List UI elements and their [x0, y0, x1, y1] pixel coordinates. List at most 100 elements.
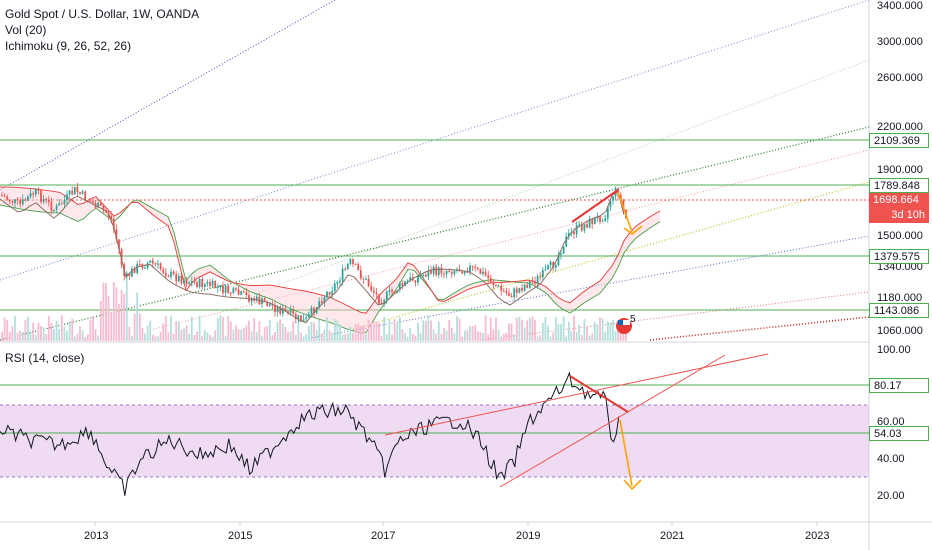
volume-bar: [417, 322, 419, 341]
volume-bar: [432, 329, 435, 341]
candle-body: [515, 288, 518, 293]
volume-bar: [536, 336, 539, 341]
candle-body: [237, 289, 240, 295]
candle-body: [40, 190, 42, 202]
candle-body: [37, 189, 40, 191]
volume-bar: [209, 334, 211, 341]
volume-bar: [461, 336, 464, 341]
horizontal-levels[interactable]: [0, 139, 869, 311]
candle-body: [227, 285, 230, 293]
volume-bar: [547, 325, 549, 341]
volume-bar: [175, 321, 178, 341]
volume-bar: [60, 315, 63, 341]
channel-line-red-bottom[interactable]: [649, 316, 870, 341]
rsi-indicator-label[interactable]: RSI (14, close): [5, 351, 85, 365]
candle-body: [336, 281, 339, 284]
volume-bar: [414, 335, 417, 341]
rsi-tick: 20.00: [877, 490, 905, 502]
volume-bar: [302, 336, 305, 341]
volume-indicator-label[interactable]: Vol (20): [5, 23, 47, 37]
rsi-forecast-arrow[interactable]: [619, 419, 633, 487]
level-label-1143[interactable]: 1143.086: [869, 303, 929, 318]
channel-line-red-low[interactable]: [479, 291, 870, 341]
volume-bar: [79, 326, 81, 341]
volume-bar: [476, 331, 479, 341]
volume-bar: [557, 323, 560, 341]
candle-body: [6, 196, 9, 200]
candle-body: [50, 202, 53, 212]
chart-legend[interactable]: Gold Spot / U.S. Dollar, 1W, OANDA Vol (…: [5, 6, 199, 54]
candle-body: [578, 224, 581, 226]
symbol-title[interactable]: Gold Spot / U.S. Dollar, 1W, OANDA: [5, 7, 200, 21]
volume-bar: [471, 326, 474, 341]
candle-body: [560, 253, 562, 255]
candle-body: [414, 280, 417, 283]
candle-body: [279, 306, 282, 314]
channel-line-red-faint[interactable]: [149, 149, 870, 331]
volume-bar: [203, 330, 206, 341]
volume-bar: [128, 326, 131, 341]
rsi-level-label-80[interactable]: 80.17: [869, 378, 929, 393]
candle-body: [1, 195, 3, 196]
rsi-divergence-line[interactable]: [569, 375, 629, 413]
rsi-level-label-54[interactable]: 54.03: [869, 426, 929, 441]
volume-bar: [227, 316, 230, 341]
candle-body: [544, 269, 547, 271]
candle-body: [159, 263, 162, 270]
rsi-trend-upper[interactable]: [499, 354, 726, 488]
level-label-1379[interactable]: 1379.575: [869, 249, 929, 264]
volume-bar: [424, 320, 427, 341]
candle-body: [206, 282, 209, 284]
volume-bar: [385, 334, 388, 341]
channel-line-blue-top[interactable]: [0, 0, 336, 191]
candle-body: [235, 288, 237, 290]
candle-body: [331, 291, 334, 295]
candle-body: [102, 205, 105, 210]
volume-bar: [47, 315, 50, 341]
price-annotations[interactable]: [571, 189, 643, 236]
channel-line-green-main[interactable]: [0, 126, 870, 341]
volume-bar: [518, 316, 521, 341]
candle-body: [471, 265, 474, 268]
volume-bar: [411, 333, 414, 341]
volume-bar: [185, 325, 188, 341]
candle-body: [443, 273, 445, 275]
event-badge[interactable]: [616, 318, 632, 334]
volume-bar: [383, 316, 386, 341]
rsi-legend[interactable]: RSI (14, close): [5, 350, 84, 366]
rising-wedge-top-line[interactable]: [571, 189, 619, 223]
candle-body: [242, 291, 245, 293]
channel-line-green-faint[interactable]: [239, 59, 870, 301]
volume-bar: [599, 317, 601, 341]
rsi-annotations[interactable]: [384, 353, 769, 491]
candle-body: [180, 275, 183, 284]
candle-body: [505, 291, 508, 293]
candle-body: [554, 265, 557, 268]
bar-countdown-label: 3d 10h: [869, 208, 929, 223]
candle-body: [131, 268, 133, 277]
volume-bar: [268, 319, 271, 341]
candle-body: [357, 264, 360, 271]
candle-body: [463, 271, 466, 274]
candle-body: [567, 232, 570, 237]
volume-bar: [149, 320, 152, 341]
candle-body: [58, 203, 61, 206]
level-label-1789[interactable]: 1789.848: [869, 178, 929, 193]
candle-body: [201, 278, 204, 287]
volume-bar: [388, 319, 391, 341]
ichimoku-indicator-label[interactable]: Ichimoku (9, 26, 52, 26): [5, 39, 132, 53]
candle-body: [151, 260, 154, 264]
rsi-trend-lower[interactable]: [384, 353, 769, 436]
volume-bar: [188, 333, 191, 341]
current-price-label: 1698.664: [869, 193, 929, 208]
volume-bar: [141, 327, 144, 341]
candle-body: [211, 280, 214, 286]
volume-bar: [307, 326, 310, 341]
volume-bar: [300, 332, 302, 341]
volume-bar: [219, 315, 222, 341]
price-forecast-arrow[interactable]: [617, 191, 633, 233]
level-label-2109[interactable]: 2109.369: [869, 133, 929, 148]
candle-body: [521, 288, 523, 291]
candle-body: [89, 200, 92, 202]
